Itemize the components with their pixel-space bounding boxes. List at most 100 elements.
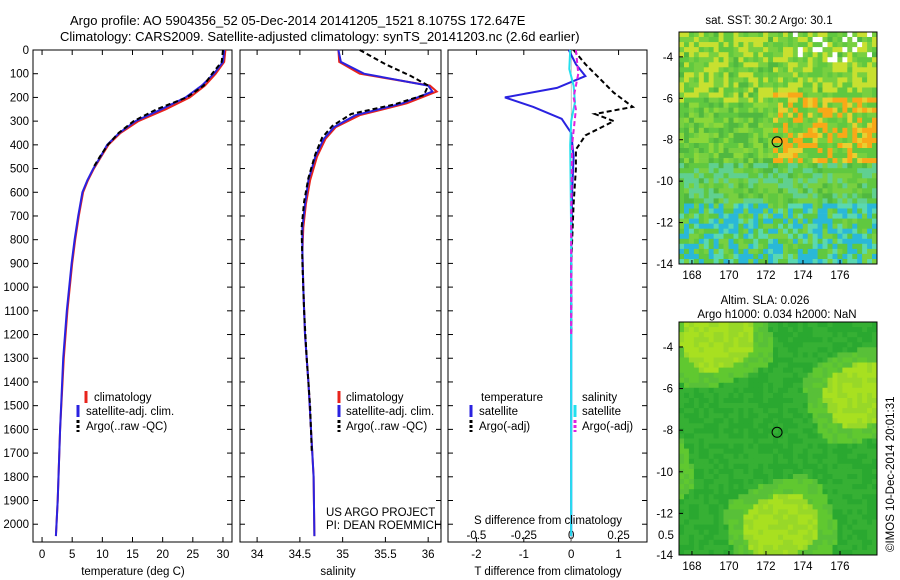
map-cell	[773, 87, 779, 93]
map-cell	[758, 77, 764, 83]
map-cell	[684, 468, 690, 475]
map-cell	[817, 243, 823, 250]
map-cell	[693, 178, 700, 184]
map-cell	[847, 332, 853, 338]
map-cell	[733, 107, 739, 114]
map-cell	[787, 198, 794, 204]
map-cell	[688, 509, 695, 515]
map-cell	[753, 208, 759, 214]
map-cell	[743, 223, 749, 230]
map-cell	[842, 223, 848, 230]
map-cell	[758, 367, 764, 374]
map-cell	[847, 253, 853, 260]
map-cell	[708, 52, 715, 58]
map-cell	[733, 509, 739, 515]
map-cell	[713, 453, 719, 460]
map-cell	[684, 423, 690, 429]
map-cell	[842, 509, 848, 515]
map-cell	[783, 112, 789, 119]
map-cell	[867, 72, 873, 78]
map-cell	[748, 248, 754, 255]
map-cell	[842, 392, 848, 399]
map-cell	[812, 463, 818, 470]
map-cell	[867, 243, 873, 250]
map-cell	[758, 213, 764, 219]
map-cell	[852, 82, 858, 88]
map-cell	[852, 198, 858, 204]
map-cell	[688, 534, 695, 541]
map-cell	[718, 72, 724, 78]
map-cell	[748, 178, 754, 184]
map-cell	[723, 72, 729, 78]
map-cell	[768, 529, 774, 536]
map-cell	[743, 403, 749, 409]
map-cell	[778, 117, 784, 124]
map-cell	[743, 213, 749, 219]
map-cell	[872, 92, 878, 98]
map-cell	[807, 198, 814, 204]
map-cell	[743, 112, 749, 119]
map-cell	[852, 223, 858, 230]
map-cell	[862, 337, 868, 343]
map-cell	[753, 238, 759, 245]
map-cell	[817, 322, 823, 328]
map-cell	[698, 107, 705, 114]
map-cell	[698, 218, 705, 224]
map-cell	[778, 443, 784, 450]
map-cell	[763, 132, 769, 139]
map-cell	[743, 208, 749, 214]
map-cell	[693, 448, 700, 455]
map-cell	[723, 479, 729, 485]
map-cell	[758, 158, 764, 164]
map-cell	[679, 357, 685, 363]
map-y-tick-label: -14	[656, 550, 673, 562]
map-cell	[822, 163, 828, 169]
map-cell	[748, 504, 754, 510]
map-cell	[768, 243, 774, 250]
map-cell	[802, 544, 809, 551]
map-cell	[827, 178, 833, 184]
map-cell	[718, 253, 724, 260]
map-y-tick-label: -10	[656, 467, 673, 479]
map-cell	[787, 193, 794, 199]
map-cell	[837, 524, 843, 531]
map-cell	[758, 479, 764, 485]
map-cell	[857, 468, 863, 475]
map-cell	[718, 539, 724, 546]
map-cell	[713, 362, 719, 368]
map-cell	[822, 539, 828, 546]
map-cell	[797, 117, 804, 124]
map-cell	[748, 47, 754, 53]
map-cell	[718, 468, 724, 475]
map-cell	[703, 377, 710, 384]
map-cell	[783, 479, 789, 485]
map-cell	[812, 413, 818, 419]
map-cell	[817, 188, 823, 194]
map-cell	[723, 448, 729, 455]
map-cell	[698, 509, 705, 515]
map-cell	[827, 494, 833, 500]
map-cell	[832, 102, 838, 108]
map-cell	[787, 57, 794, 63]
map-cell	[872, 158, 878, 164]
map-cell	[802, 474, 809, 480]
map-cell	[812, 484, 818, 490]
map-cell	[857, 347, 863, 353]
map-cell	[713, 117, 719, 124]
map-cell	[822, 208, 828, 214]
map-cell	[698, 392, 705, 399]
map-cell	[708, 332, 715, 338]
map-cell	[698, 433, 705, 439]
map-cell	[768, 332, 774, 338]
map-cell	[753, 153, 759, 159]
map-cell	[872, 137, 878, 144]
map-cell	[807, 352, 814, 358]
map-cell	[842, 173, 848, 179]
map-cell	[817, 327, 823, 333]
map-cell	[698, 143, 705, 149]
map-cell	[728, 72, 734, 78]
map-cell	[738, 453, 744, 460]
map-cell	[728, 67, 734, 73]
map-cell	[857, 504, 863, 510]
map-cell	[753, 357, 759, 363]
